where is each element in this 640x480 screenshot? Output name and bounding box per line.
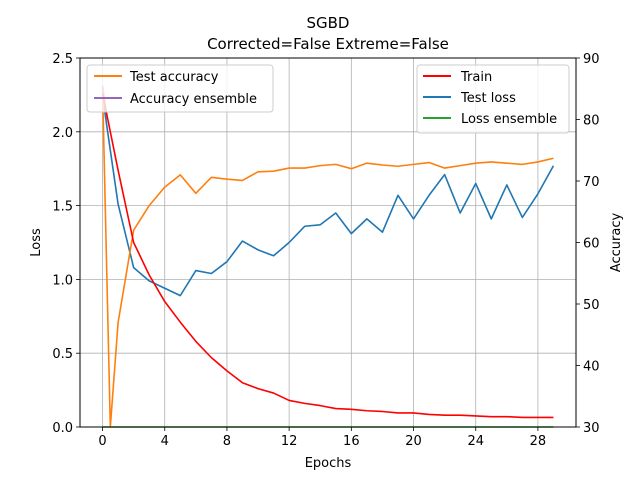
x-tick-label: 28 xyxy=(530,434,547,449)
series-line-test-accuracy xyxy=(101,88,554,428)
x-tick-label: 20 xyxy=(405,434,422,449)
y-right-tick-label: 70 xyxy=(583,175,600,190)
x-tick-label: 8 xyxy=(223,434,231,449)
y-right-tick-label: 50 xyxy=(583,298,600,313)
legend-accuracy-box xyxy=(86,64,274,113)
y-left-tick-label: 0.0 xyxy=(52,421,73,436)
y-right-tick-label: 80 xyxy=(583,114,600,129)
chart-title: SGBD xyxy=(307,14,350,32)
legend-accuracy: Test accuracy Accuracy ensemble xyxy=(86,64,274,113)
series-line-train xyxy=(101,93,554,419)
x-axis-label: Epochs xyxy=(305,456,352,471)
y-axis-label-left: Loss xyxy=(29,228,44,257)
legend-label-accuracy-ensemble: Accuracy ensemble xyxy=(130,92,257,107)
y-left-tick-label: 2.0 xyxy=(52,126,73,141)
legend-label-test-loss: Test loss xyxy=(460,91,516,106)
legend-label-loss-ensemble: Loss ensemble xyxy=(461,112,557,127)
series-line-test-loss xyxy=(101,96,555,297)
y-right-tick-label: 90 xyxy=(583,52,600,67)
y-left-tick-label: 1.0 xyxy=(52,273,73,288)
y-left-tick-label: 2.5 xyxy=(52,52,73,67)
x-tick-label: 0 xyxy=(98,434,106,449)
y-left-tick-label: 1.5 xyxy=(52,200,73,215)
y-axis-label-right: Accuracy xyxy=(609,213,624,273)
legend-label-test-accuracy: Test accuracy xyxy=(129,70,219,85)
y-axis-right: 30 40 50 60 70 80 90 xyxy=(576,52,600,436)
x-tick-label: 4 xyxy=(161,434,169,449)
x-tick-label: 16 xyxy=(343,434,360,449)
x-axis: 0 4 8 12 16 20 24 28 xyxy=(98,427,546,449)
legend-label-train: Train xyxy=(460,70,492,85)
x-tick-label: 12 xyxy=(281,434,298,449)
x-tick-label: 24 xyxy=(467,434,484,449)
legend-loss-box xyxy=(416,64,570,134)
y-right-tick-label: 60 xyxy=(583,237,600,252)
y-right-tick-label: 40 xyxy=(583,360,600,375)
y-right-tick-label: 30 xyxy=(583,421,600,436)
chart-subtitle: Corrected=False Extreme=False xyxy=(207,35,449,53)
legend-loss: Train Test loss Loss ensemble xyxy=(416,64,570,134)
y-axis-left: 0.0 0.5 1.0 1.5 2.0 2.5 xyxy=(52,52,80,436)
y-left-tick-label: 0.5 xyxy=(52,347,73,362)
